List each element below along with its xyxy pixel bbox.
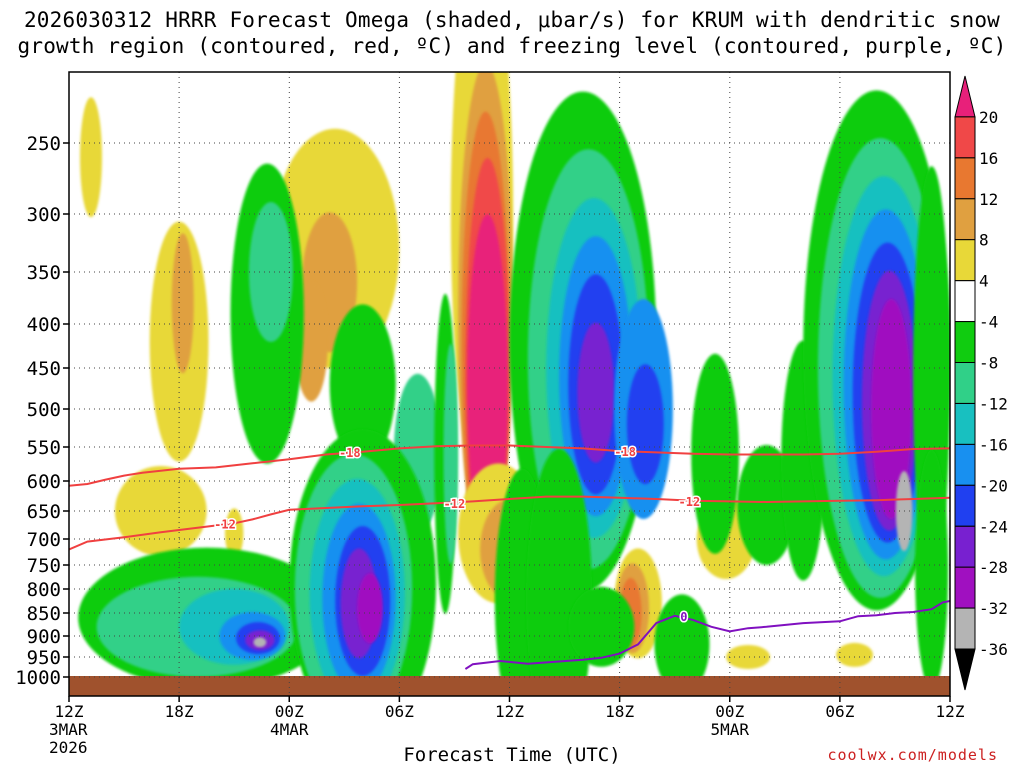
y-tick-label: 700	[27, 529, 61, 551]
omega-region	[915, 449, 949, 690]
colorbar: 20 16 12 8 4 -4 -8 -12 -16 -20 -24 -28 -32 -36	[954, 75, 1008, 691]
credit-text: coolwx.com/models	[827, 746, 998, 764]
y-tick-label: 600	[27, 471, 61, 493]
x-axis-title: Forecast Time (UTC)	[403, 744, 621, 766]
x-tick-label: 12Z	[55, 702, 84, 721]
colorbar-label: -8	[979, 354, 998, 373]
x-tick-label: 4MAR	[270, 720, 309, 739]
omega-region	[357, 573, 383, 644]
omega-region	[577, 322, 615, 463]
colorbar-label: -24	[979, 517, 1008, 536]
colorbar-swatch	[954, 75, 976, 118]
colorbar-swatch	[954, 198, 976, 241]
y-tick-label: 850	[27, 603, 61, 625]
omega-region	[253, 637, 267, 648]
x-tick-label: 12Z	[936, 702, 965, 721]
colorbar-swatch	[954, 648, 976, 691]
omega-region	[80, 97, 102, 218]
omega-region	[568, 586, 635, 667]
y-tick-label: 950	[27, 647, 61, 669]
colorbar-swatch	[954, 566, 976, 609]
colorbar-swatch	[954, 239, 976, 282]
y-axis: 2503003504004505005506006507007508008509…	[15, 133, 69, 689]
x-tick-label: 18Z	[605, 702, 634, 721]
x-tick-label: 12Z	[495, 702, 524, 721]
y-tick-label: 400	[27, 314, 61, 336]
x-tick-label: 2026	[49, 738, 88, 757]
y-tick-label: 1000	[15, 667, 61, 689]
chart-title-line1: 2026030312 HRRR Forecast Omega (shaded, …	[23, 8, 1001, 32]
colorbar-swatch	[954, 403, 976, 445]
y-tick-label: 550	[27, 437, 61, 459]
omega-region	[443, 343, 459, 564]
y-tick-label: 900	[27, 626, 61, 648]
colorbar-swatch	[954, 484, 976, 527]
x-tick-label: 06Z	[385, 702, 414, 721]
y-tick-label: 800	[27, 579, 61, 601]
colorbar-label: -36	[979, 640, 1008, 659]
y-tick-label: 250	[27, 133, 61, 155]
omega-region	[626, 364, 664, 485]
omega-region	[737, 445, 796, 565]
colorbar-swatch	[954, 280, 976, 323]
x-tick-label: 18Z	[165, 702, 194, 721]
colorbar-label: 4	[979, 272, 989, 291]
colorbar-swatch	[954, 362, 976, 404]
contour-label: 0	[680, 610, 687, 624]
omega-region	[726, 645, 771, 669]
colorbar-swatch	[954, 525, 976, 568]
contour-line	[464, 600, 950, 670]
colorbar-label: -28	[979, 558, 1008, 577]
y-tick-label: 750	[27, 555, 61, 577]
omega-region	[329, 304, 396, 465]
colorbar-swatch	[954, 607, 976, 650]
y-tick-label: 450	[27, 358, 61, 380]
colorbar-label: 8	[979, 231, 989, 250]
y-tick-label: 500	[27, 399, 61, 421]
omega-region	[225, 508, 244, 559]
y-tick-label: 650	[27, 501, 61, 523]
contour-label: -12	[679, 495, 701, 509]
contours: -18 -18 -12 -12 -12 0	[69, 444, 950, 670]
omega-region	[248, 202, 293, 342]
x-tick-label: 00Z	[715, 702, 744, 721]
colorbar-label: -16	[979, 435, 1008, 454]
contour-line	[69, 495, 950, 551]
omega-region	[871, 299, 912, 519]
contour-label: -18	[339, 446, 361, 460]
colorbar-swatch	[954, 443, 976, 486]
x-tick-label: 00Z	[275, 702, 304, 721]
colorbar-swatch	[954, 157, 976, 200]
x-tick-label: 06Z	[825, 702, 854, 721]
omega-region	[114, 466, 207, 556]
colorbar-label: 20	[979, 108, 998, 127]
contour-label: -12	[444, 497, 466, 511]
ground-layer	[69, 676, 950, 696]
colorbar-label: -12	[979, 395, 1008, 414]
colorbar-label: -4	[979, 313, 998, 332]
x-tick-label: 5MAR	[710, 720, 749, 739]
chart-title-line2: growth region (contoured, red, ºC) and f…	[17, 34, 1007, 58]
x-tick-label: 3MAR	[49, 720, 88, 739]
contour-label: -12	[214, 517, 236, 531]
y-tick-label: 350	[27, 262, 61, 284]
contour-line	[69, 444, 950, 487]
colorbar-label: -32	[979, 599, 1008, 618]
omega-region	[171, 233, 194, 374]
colorbar-swatch	[954, 321, 976, 364]
colorbar-label: 12	[979, 190, 998, 209]
y-tick-label: 300	[27, 204, 61, 226]
colorbar-swatch	[954, 116, 976, 159]
colorbar-label: 16	[979, 149, 998, 168]
contour-label: -18	[614, 445, 636, 459]
colorbar-label: -20	[979, 476, 1008, 495]
omega-region	[836, 642, 873, 667]
